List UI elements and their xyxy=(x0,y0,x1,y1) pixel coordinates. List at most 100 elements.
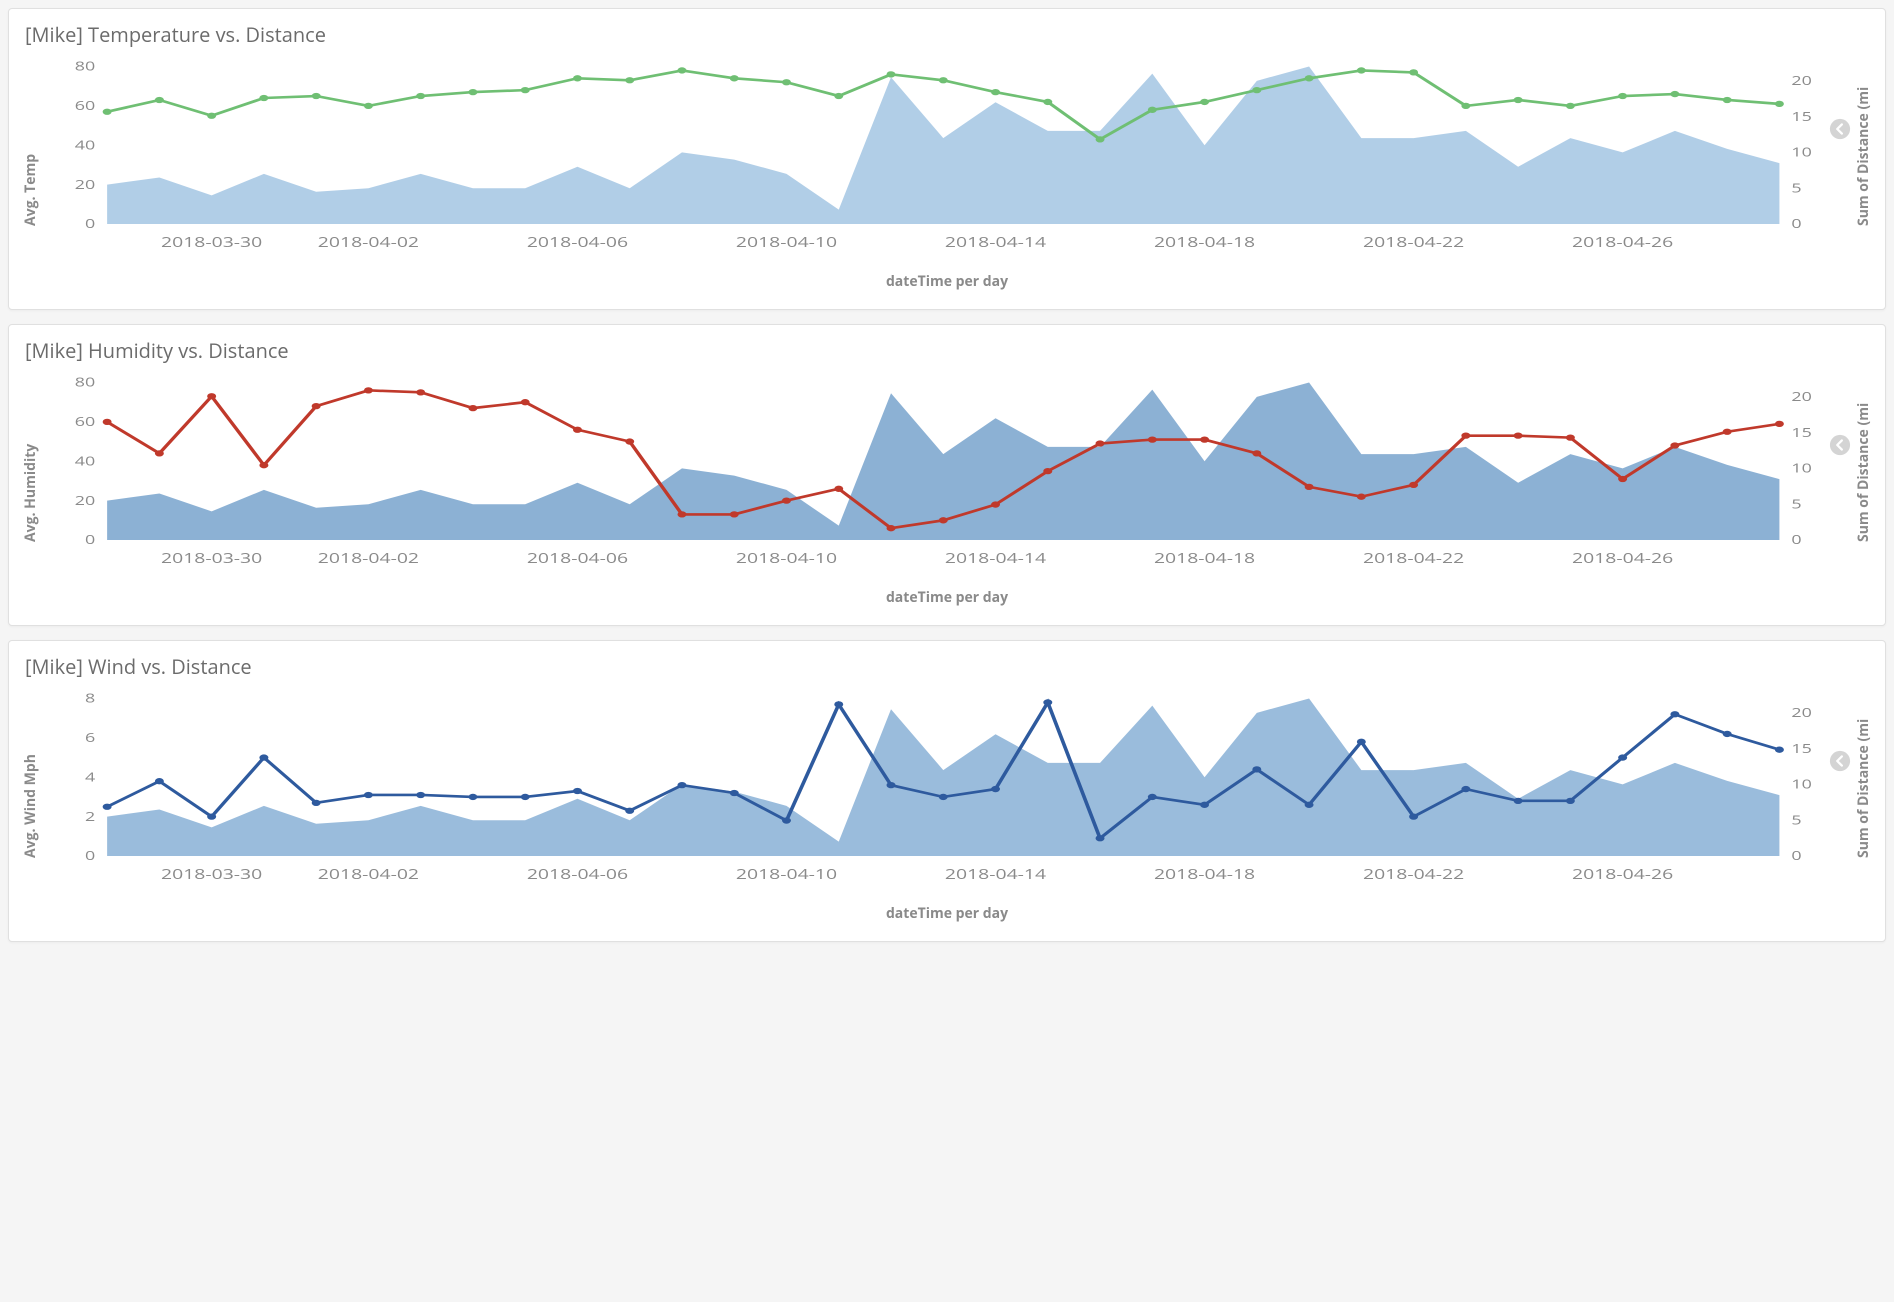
x-tick: 2018-04-22 xyxy=(1363,232,1464,251)
line-marker xyxy=(312,403,321,409)
y-right-tick: 0 xyxy=(1791,214,1801,232)
chart-svg: 020406080 05101520 2018-03-302018-04-022… xyxy=(25,56,1869,266)
line-marker xyxy=(834,486,843,492)
line-marker xyxy=(103,804,112,810)
chevron-left-icon[interactable] xyxy=(1829,118,1851,140)
y-left-tick: 60 xyxy=(75,412,96,430)
line-marker xyxy=(625,808,634,814)
y-right-tick: 10 xyxy=(1791,143,1812,161)
line-marker xyxy=(1409,813,1418,819)
line-marker xyxy=(573,788,582,794)
distance-area xyxy=(107,383,1779,541)
line-marker xyxy=(939,77,948,83)
line-marker xyxy=(677,67,686,73)
line-marker xyxy=(207,113,216,119)
line-marker xyxy=(1723,97,1732,103)
line-marker xyxy=(1514,798,1523,804)
line-marker xyxy=(1618,476,1627,482)
line-marker xyxy=(730,511,739,517)
line-marker xyxy=(677,782,686,788)
line-marker xyxy=(834,701,843,707)
line-marker xyxy=(991,501,1000,507)
line-marker xyxy=(782,79,791,85)
x-axis-label: dateTime per day xyxy=(25,588,1869,607)
line-marker xyxy=(521,794,530,800)
y-right-tick: 15 xyxy=(1791,739,1811,757)
line-marker xyxy=(416,389,425,395)
line-marker xyxy=(468,794,477,800)
line-marker xyxy=(1461,433,1470,439)
line-marker xyxy=(1148,436,1157,442)
line-marker xyxy=(887,525,896,531)
line-marker xyxy=(1148,794,1157,800)
y-left-tick: 40 xyxy=(75,452,96,470)
chevron-left-icon[interactable] xyxy=(1829,750,1851,772)
x-tick: 2018-04-02 xyxy=(318,548,419,567)
x-tick: 2018-04-18 xyxy=(1154,232,1255,251)
line-marker xyxy=(207,813,216,819)
x-tick: 2018-04-26 xyxy=(1572,232,1673,251)
x-tick: 2018-03-30 xyxy=(161,232,262,251)
y-left-axis-label: Avg. Humidity xyxy=(21,372,40,542)
line-marker xyxy=(103,109,112,115)
y-right-axis-label: Sum of Distance (mi xyxy=(1854,688,1873,858)
line-marker xyxy=(730,75,739,81)
y-left-tick: 20 xyxy=(75,491,96,509)
line-marker xyxy=(1409,69,1418,75)
chevron-left-icon[interactable] xyxy=(1829,434,1851,456)
line-marker xyxy=(1514,433,1523,439)
chart-panel: [Mike] Temperature vs. Distance Avg. Tem… xyxy=(8,8,1886,310)
chart-svg: 02468 05101520 2018-03-302018-04-022018-… xyxy=(25,688,1869,898)
line-marker xyxy=(887,71,896,77)
chart-panel: [Mike] Humidity vs. Distance Avg. Humidi… xyxy=(8,324,1886,626)
line-marker xyxy=(521,87,530,93)
x-tick: 2018-04-14 xyxy=(945,864,1047,883)
y-left-tick: 0 xyxy=(85,214,95,232)
x-tick: 2018-04-26 xyxy=(1572,548,1673,567)
line-marker xyxy=(1775,101,1784,107)
x-axis-label: dateTime per day xyxy=(25,904,1869,923)
line-marker xyxy=(1043,468,1052,474)
line-marker xyxy=(1775,421,1784,427)
chart-area: Avg. Temp Sum of Distance (mi 020406080 … xyxy=(25,56,1869,266)
line-marker xyxy=(1566,103,1575,109)
x-tick: 2018-04-22 xyxy=(1363,864,1464,883)
line-marker xyxy=(625,438,634,444)
line-marker xyxy=(1670,711,1679,717)
line-marker xyxy=(1618,93,1627,99)
y-left-tick: 20 xyxy=(75,175,96,193)
x-tick: 2018-04-06 xyxy=(527,864,628,883)
line-marker xyxy=(1670,442,1679,448)
y-right-axis-label: Sum of Distance (mi xyxy=(1854,56,1873,226)
y-right-tick: 20 xyxy=(1791,387,1812,405)
x-tick: 2018-04-18 xyxy=(1154,864,1255,883)
x-tick: 2018-04-06 xyxy=(527,548,628,567)
line-marker xyxy=(1670,91,1679,97)
line-marker xyxy=(1566,798,1575,804)
y-left-axis-label: Avg. Wind Mph xyxy=(21,688,40,858)
line-marker xyxy=(834,93,843,99)
y-right-tick: 20 xyxy=(1791,71,1812,89)
line-marker xyxy=(155,450,164,456)
x-tick: 2018-04-22 xyxy=(1363,548,1464,567)
panel-title: [Mike] Wind vs. Distance xyxy=(25,653,1869,680)
line-marker xyxy=(468,89,477,95)
line-marker xyxy=(312,800,321,806)
line-marker xyxy=(1618,754,1627,760)
line-marker xyxy=(1043,99,1052,105)
line-marker xyxy=(677,511,686,517)
y-right-axis-label: Sum of Distance (mi xyxy=(1854,372,1873,542)
chart-area: Avg. Wind Mph Sum of Distance (mi 02468 … xyxy=(25,688,1869,898)
x-tick: 2018-04-10 xyxy=(736,232,837,251)
line-marker xyxy=(1461,103,1470,109)
line-marker xyxy=(1148,107,1157,113)
line-marker xyxy=(207,393,216,399)
line-marker xyxy=(416,93,425,99)
y-right-tick: 10 xyxy=(1791,459,1812,477)
line-marker xyxy=(1723,429,1732,435)
panel-title: [Mike] Humidity vs. Distance xyxy=(25,337,1869,364)
y-left-tick: 80 xyxy=(75,373,96,391)
line-marker xyxy=(782,817,791,823)
x-axis-label: dateTime per day xyxy=(25,272,1869,291)
line-marker xyxy=(259,462,268,468)
